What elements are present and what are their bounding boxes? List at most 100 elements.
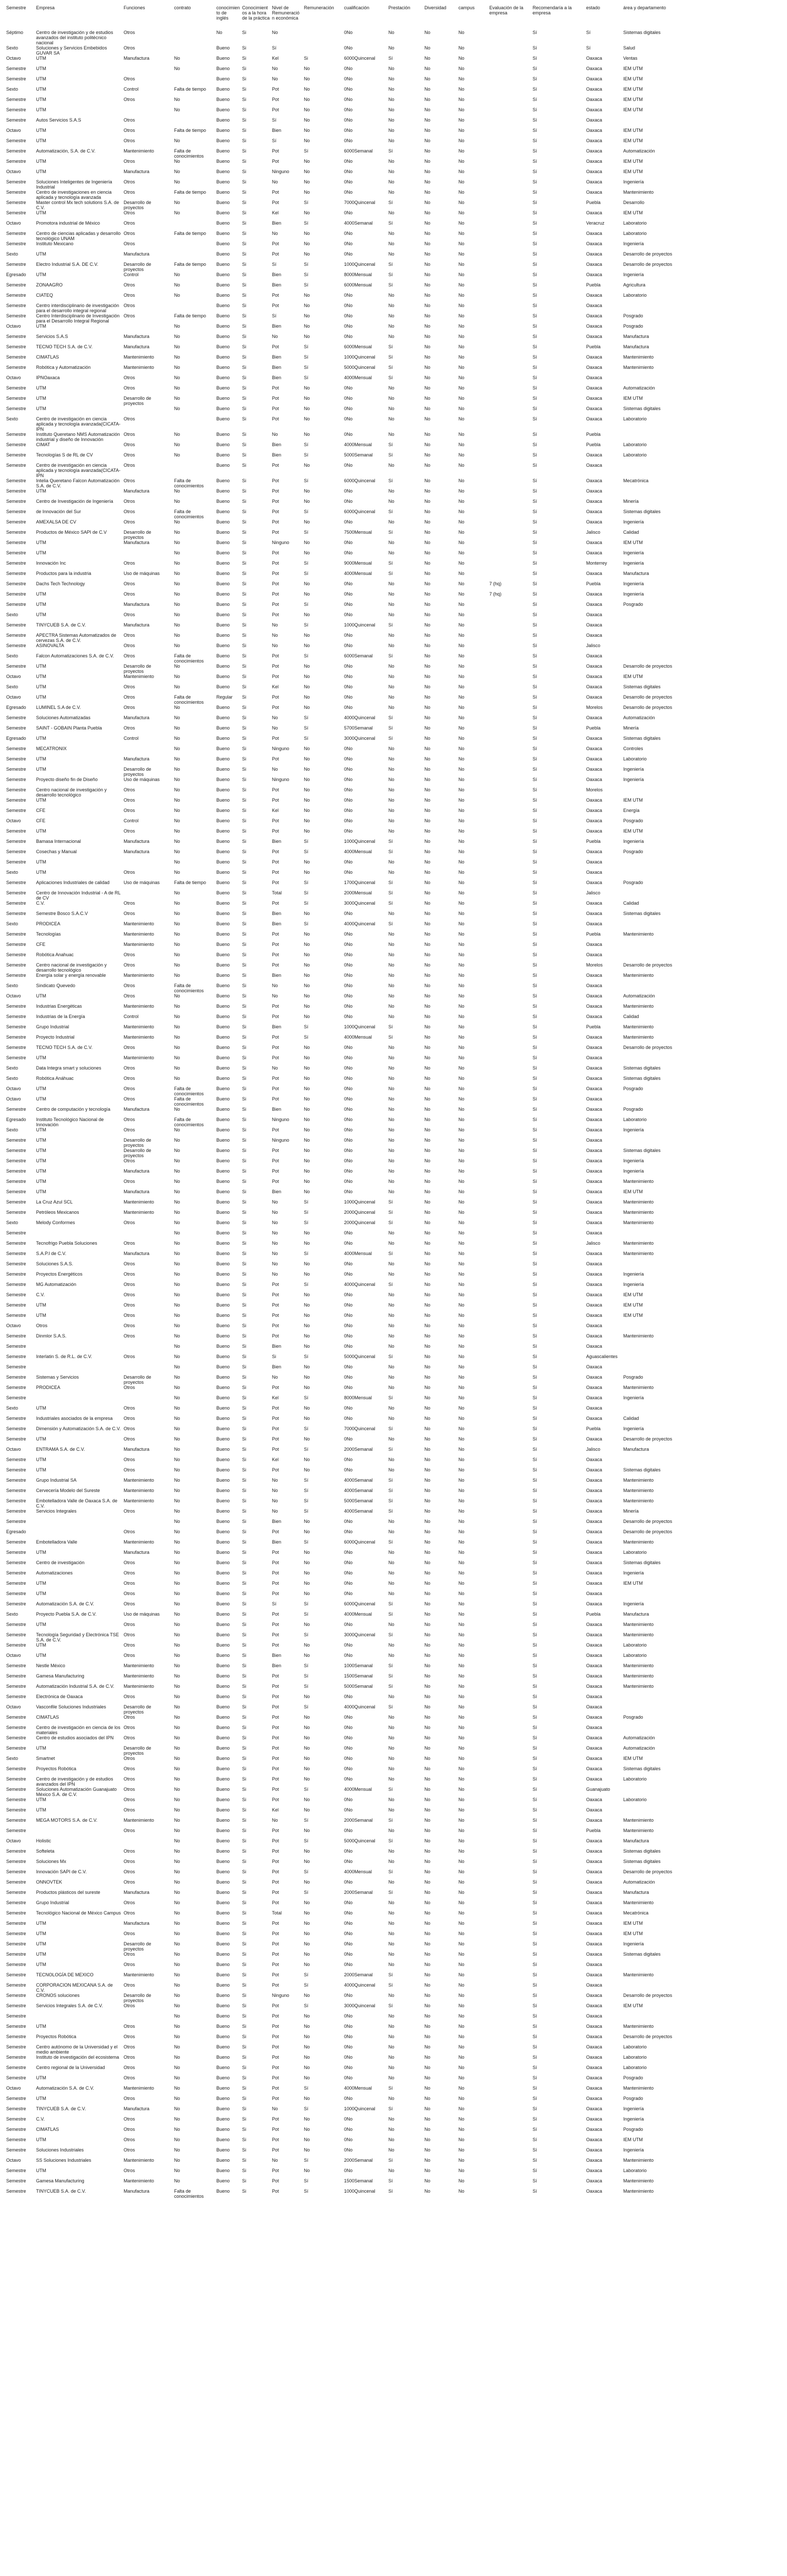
cell-eval[interactable] <box>488 1941 532 1952</box>
cell-conoc[interactable]: Si <box>242 643 247 648</box>
cell-recom[interactable]: Sí <box>533 478 537 483</box>
cell-campus[interactable]: No <box>458 2013 465 2019</box>
cell-recom[interactable]: Sí <box>533 107 537 112</box>
cell-remun[interactable]: No <box>304 1364 310 1369</box>
cell-funciones[interactable]: Mantenimiento <box>124 1210 155 1215</box>
cell-empresa[interactable]: Innovación Inc <box>36 561 66 566</box>
cell-diversidad[interactable]: No <box>424 1055 431 1060</box>
cell-campus[interactable]: No <box>458 210 465 215</box>
cell-empresa[interactable]: MECATRONIX <box>36 746 67 751</box>
cell-area[interactable]: Posgrado <box>623 324 643 329</box>
cell-conoc[interactable]: Si <box>242 231 247 236</box>
cell-eval[interactable] <box>488 1189 532 1199</box>
cell-cualif[interactable]: 0No <box>344 76 353 81</box>
cell-recom[interactable]: Sí <box>533 973 537 978</box>
cell-cualif[interactable]: 0No <box>344 30 353 35</box>
cell-remun[interactable]: Sí <box>304 1395 309 1400</box>
cell-contrato[interactable]: No <box>174 1818 180 1823</box>
cell-prestacion[interactable]: No <box>388 1931 395 1936</box>
cell-semestre[interactable]: Semestre <box>6 2024 26 2029</box>
cell-semestre[interactable]: Sexto <box>6 416 19 421</box>
cell-campus[interactable]: No <box>458 787 465 792</box>
cell-conoc[interactable]: Si <box>242 87 247 92</box>
cell-area[interactable]: Posgrado <box>623 1375 643 1380</box>
cell-campus[interactable]: No <box>458 1673 465 1679</box>
cell-remun[interactable]: Sí <box>304 509 309 514</box>
cell-funciones[interactable]: Otros <box>124 2127 135 2132</box>
cell-contrato[interactable]: No <box>174 97 180 102</box>
cell-nivel[interactable]: Pot <box>272 1035 279 1040</box>
cell-recom[interactable]: Sí <box>533 818 537 823</box>
cell-funciones[interactable]: Mantenimiento <box>124 1498 155 1503</box>
cell-ingles[interactable]: Bueno <box>216 1014 230 1019</box>
cell-nivel[interactable]: Pot <box>272 293 279 298</box>
cell-recom[interactable]: Sí <box>533 2137 537 2142</box>
cell-empresa[interactable]: UTM <box>36 1436 46 1442</box>
cell-eval[interactable] <box>488 1086 532 1096</box>
cell-remun[interactable]: No <box>304 756 310 761</box>
cell-cualif[interactable]: 0No <box>344 1004 353 1009</box>
cell-funciones[interactable]: Manufactura <box>124 1168 150 1174</box>
cell-recom[interactable]: Sí <box>533 87 537 92</box>
cell-ingles[interactable]: Bueno <box>216 385 230 391</box>
cell-eval[interactable] <box>488 1879 532 1890</box>
cell-conoc[interactable]: Si <box>242 509 247 514</box>
cell-prestacion[interactable]: Sí <box>388 262 393 267</box>
cell-area[interactable] <box>622 1704 782 1715</box>
cell-eval[interactable] <box>488 1333 532 1344</box>
cell-remun[interactable]: No <box>304 1776 310 1782</box>
cell-recom[interactable]: Sí <box>533 1828 537 1833</box>
cell-nivel[interactable]: Pot <box>272 416 279 421</box>
cell-conoc[interactable]: Si <box>242 787 247 792</box>
cell-estado[interactable]: Puebla <box>586 1426 601 1431</box>
cell-semestre[interactable]: Semestre <box>6 303 26 308</box>
cell-conoc[interactable]: Si <box>242 540 247 545</box>
cell-recom[interactable]: Sí <box>533 1797 537 1802</box>
cell-campus[interactable]: No <box>458 1168 465 1174</box>
cell-cualif[interactable]: 0No <box>344 1405 353 1411</box>
cell-eval[interactable] <box>488 1704 532 1715</box>
cell-estado[interactable]: Oaxaca <box>586 798 603 803</box>
cell-semestre[interactable]: Semestre <box>6 2044 26 2049</box>
cell-campus[interactable]: No <box>458 282 465 287</box>
cell-empresa[interactable]: UTM <box>36 798 46 803</box>
cell-contrato[interactable] <box>173 416 215 432</box>
cell-eval[interactable] <box>488 1478 532 1488</box>
cell-area[interactable]: IEM UTM <box>623 1921 643 1926</box>
cell-diversidad[interactable]: No <box>424 746 431 751</box>
cell-estado[interactable]: Oaxaca <box>586 354 603 360</box>
cell-empresa[interactable]: Nestle México <box>36 1663 65 1668</box>
cell-prestacion[interactable]: No <box>388 1076 395 1081</box>
cell-recom[interactable]: Sí <box>533 1107 537 1112</box>
cell-recom[interactable]: Sí <box>533 1035 537 1040</box>
cell-estado[interactable]: Oaxaca <box>586 1210 603 1215</box>
cell-recom[interactable]: Sí <box>533 1498 537 1503</box>
cell-funciones[interactable] <box>123 1344 173 1354</box>
cell-cualif[interactable]: 0No <box>344 1333 353 1338</box>
cell-conoc[interactable]: Si <box>242 2189 247 2194</box>
cell-conoc[interactable]: Si <box>242 1509 247 1514</box>
cell-cualif[interactable]: 0No <box>344 973 353 978</box>
cell-campus[interactable]: No <box>458 45 465 50</box>
cell-conoc[interactable]: Si <box>242 622 247 628</box>
cell-empresa[interactable]: Cosechas y Manual <box>36 849 77 854</box>
cell-contrato[interactable]: No <box>174 1663 180 1668</box>
cell-ingles[interactable]: Bueno <box>216 1673 230 1679</box>
cell-eval[interactable] <box>488 1797 532 1807</box>
cell-prestacion[interactable]: No <box>388 1622 395 1627</box>
cell-recom[interactable]: Sí <box>533 385 537 391</box>
cell-conoc[interactable]: Si <box>242 1405 247 1411</box>
cell-campus[interactable]: No <box>458 1107 465 1112</box>
cell-diversidad[interactable]: No <box>424 1663 431 1668</box>
cell-eval[interactable] <box>488 1096 532 1107</box>
cell-empresa[interactable]: UTM <box>36 828 46 834</box>
cell-semestre[interactable]: Semestre <box>6 2189 26 2194</box>
cell-empresa[interactable]: MEGA MOTORS S.A. de C.V. <box>36 1818 98 1823</box>
cell-nivel[interactable]: Pot <box>272 664 279 669</box>
cell-semestre[interactable]: Semestre <box>6 159 26 164</box>
cell-remun[interactable]: No <box>304 581 310 586</box>
cell-recom[interactable]: Sí <box>533 1632 537 1637</box>
cell-diversidad[interactable]: No <box>424 1776 431 1782</box>
cell-prestacion[interactable]: No <box>388 2065 395 2070</box>
cell-area[interactable] <box>622 870 782 880</box>
